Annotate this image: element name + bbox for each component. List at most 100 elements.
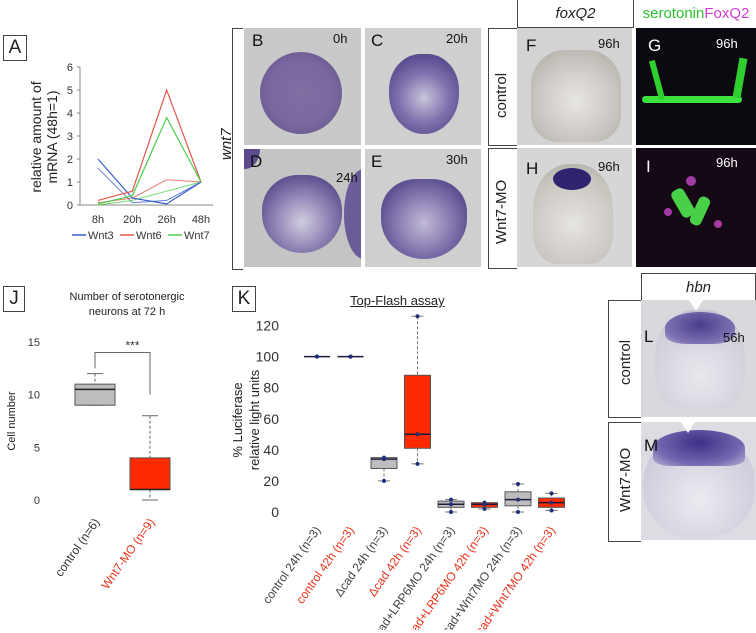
panel-k-box-chart: % Luciferase relative light units 0 20 40 60 8… <box>230 314 565 630</box>
hbn-header-box: hbn <box>641 273 756 302</box>
k-y-tick-label: 40 <box>263 442 279 458</box>
j-box <box>129 457 171 490</box>
panel-f-time: 96h <box>598 36 620 51</box>
panel-a-ylabel: relative amount of mRNA (48h=1) <box>28 81 60 193</box>
j-box <box>74 383 116 406</box>
a-y-tick-label: 0 <box>67 200 73 212</box>
a-y-tick-label: 5 <box>67 85 73 97</box>
panel-k-title: Top-Flash assay <box>350 293 445 308</box>
k-data-point <box>415 461 420 466</box>
a-y-tick-label: 1 <box>67 177 73 189</box>
panel-j-title-line1: Number of serotonergic <box>69 291 185 303</box>
a-legend-label: Wnt3 <box>88 230 114 242</box>
k-data-point <box>415 314 420 319</box>
k-y-tick-label: 60 <box>263 411 279 427</box>
micrograph-l <box>641 300 756 417</box>
k-y-tick-label: 20 <box>263 473 279 489</box>
k-data-point <box>549 491 554 496</box>
k-data-point <box>449 502 453 507</box>
panel-h-time: 96h <box>598 159 620 174</box>
panel-l-letter: L <box>644 327 654 346</box>
hbn-row2-label: Wnt7-MO <box>617 447 634 512</box>
panel-l-time: 56h <box>723 330 745 345</box>
k-y-axis-label-line2: relative light units <box>247 369 262 470</box>
panel-a-letter: A <box>3 35 27 61</box>
k-y-tick-label: 100 <box>256 349 280 365</box>
a-y-tick-label: 4 <box>67 108 73 120</box>
k-data-point <box>449 497 453 502</box>
micrograph-b <box>244 28 361 145</box>
micrograph-i <box>636 148 756 267</box>
a-y-tick-label: 3 <box>67 131 73 143</box>
k-y-tick-label: 120 <box>256 318 280 334</box>
panel-k-letter: K <box>232 286 256 312</box>
micrograph-c <box>365 28 481 145</box>
k-y-tick-label: 0 <box>271 504 279 520</box>
hbn-row1-label: control <box>617 339 634 385</box>
j-y-axis-label: Cell number <box>6 391 18 451</box>
panel-i-letter: I <box>646 157 651 176</box>
micrograph-d <box>244 149 361 267</box>
micrograph-m <box>641 422 756 540</box>
k-data-point <box>382 455 386 460</box>
a-series-line-wnt7 <box>97 116 202 205</box>
j-y-tick-label: 15 <box>28 337 40 349</box>
panel-e-letter: E <box>371 152 383 171</box>
k-y-axis-label-line1: % Luciferase <box>230 382 245 457</box>
k-data-point <box>382 478 386 483</box>
foxq2-row2-label: Wnt7-MO <box>493 179 510 244</box>
micrograph-e <box>365 149 481 267</box>
k-group-label: control 24h (n=3) <box>260 524 324 607</box>
k-data-point <box>315 354 319 359</box>
panel-d-letter: D <box>250 152 263 171</box>
j-group-label: control (n=6) <box>52 516 102 579</box>
a-legend-label: Wnt7 <box>184 230 210 242</box>
serotonin-foxq2-header: serotoninFoxQ2 <box>642 5 750 22</box>
k-data-point <box>482 506 487 511</box>
j-group-label: Wnt7-MO (n=9) <box>98 516 157 592</box>
panel-a-line-chart: 0 1 2 3 4 5 6 8h 20h 26h 48h Wnt3 Wnt6 Wnt7 <box>67 62 213 242</box>
k-data-point <box>516 482 520 487</box>
j-y-tick-label: 10 <box>28 390 40 402</box>
k-data-point <box>348 354 353 359</box>
k-data-point <box>415 432 420 437</box>
foxq2-row2-bracket <box>488 148 517 269</box>
panel-c-letter: C <box>371 31 384 50</box>
panel-b-letter: B <box>252 31 264 50</box>
a-series-line-wnt3 <box>97 158 202 205</box>
a-x-tick-label: 8h <box>92 214 104 226</box>
panel-g-letter: G <box>648 36 662 55</box>
panel-m-letter: M <box>644 436 659 455</box>
wnt7-bracket <box>232 28 243 270</box>
foxq2-header-box: foxQ2 <box>517 0 634 28</box>
k-data-point <box>449 510 453 514</box>
panel-j-letter: J <box>3 286 25 312</box>
a-x-tick-label: 20h <box>123 214 141 226</box>
j-significance-stars: *** <box>125 339 139 353</box>
panel-b-time: 0h <box>333 31 348 46</box>
a-y-tick-label: 6 <box>67 62 73 74</box>
a-y-tick-label: 2 <box>67 154 73 166</box>
a-series-line-secondary <box>97 181 202 206</box>
panel-c-time: 20h <box>446 31 468 46</box>
panel-j-title-line2: neurons at 72 h <box>88 306 166 318</box>
k-y-tick-label: 80 <box>263 380 279 396</box>
hbn-row1-bracket <box>608 300 641 418</box>
k-data-point <box>482 500 487 505</box>
k-data-point <box>549 508 554 513</box>
a-legend-label: Wnt6 <box>136 230 162 242</box>
foxq2-row1-bracket <box>488 28 517 146</box>
wnt7-gene-label: wnt7 <box>218 128 235 160</box>
j-significance-bracket <box>94 352 151 395</box>
panel-j-box-chart: Cell number 0 5 10 15 control (n=6)Wnt7-MO (n… <box>6 337 171 592</box>
j-y-tick-label: 5 <box>34 442 40 454</box>
foxq2-row1-label: control <box>493 72 510 118</box>
panel-i-time: 96h <box>716 155 738 170</box>
panel-j-title: Number of serotonergic neurons at 72 h <box>52 290 202 320</box>
hbn-row2-bracket <box>608 422 641 542</box>
k-data-point <box>549 500 554 505</box>
micrograph-g <box>636 28 756 145</box>
k-data-point <box>516 497 520 502</box>
a-series-line-secondary <box>97 167 202 204</box>
panel-g-time: 96h <box>716 36 738 51</box>
